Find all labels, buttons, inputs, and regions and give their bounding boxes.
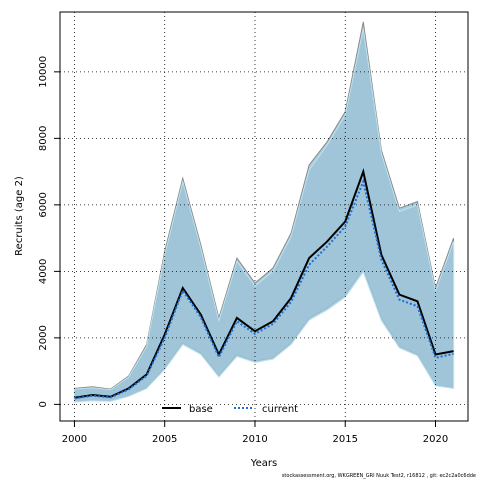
series-lines	[74, 168, 454, 400]
x-axis-title: Years	[250, 458, 277, 469]
y-tick-label: 4000	[38, 259, 49, 284]
confidence-bands	[73, 21, 455, 403]
y-axis-ticks: 0 2000 4000 6000 8000 10000	[38, 56, 60, 408]
y-tick-label: 6000	[38, 192, 49, 217]
legend: base current	[162, 404, 298, 415]
x-tick-label: 2010	[242, 434, 267, 445]
y-tick-label: 8000	[38, 126, 49, 151]
band-current	[73, 28, 455, 403]
x-axis-ticks: 2000 2005 2010 2015 2020	[62, 421, 448, 445]
legend-base-label: base	[189, 404, 213, 415]
plot-frame	[59, 11, 469, 422]
footer-note: stockassessment.org, WKGREEN_GRI Nuuk Te…	[281, 473, 476, 479]
x-tick-label: 2005	[152, 434, 177, 445]
x-tick-label: 2000	[62, 434, 87, 445]
x-tick-label: 2015	[333, 434, 358, 445]
y-axis-title: Recruits (age 2)	[14, 176, 25, 256]
y-tick-label: 10000	[38, 56, 49, 88]
legend-current-label: current	[262, 404, 298, 415]
y-tick-label: 0	[38, 401, 49, 407]
y-tick-label: 2000	[38, 325, 49, 350]
x-tick-label: 2020	[423, 434, 448, 445]
